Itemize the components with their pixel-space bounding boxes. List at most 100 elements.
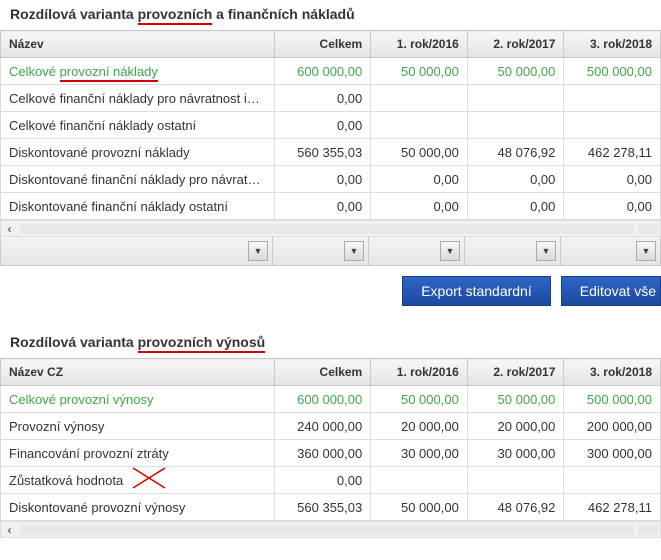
row-name-cell: Zůstatková hodnota <box>1 467 275 494</box>
scroll-track[interactable] <box>638 224 658 234</box>
value-cell <box>467 85 564 112</box>
filter-dropdown[interactable]: ▼ <box>536 241 556 261</box>
filter-dropdown[interactable]: ▼ <box>248 241 268 261</box>
col-header[interactable]: Celkem <box>274 359 371 386</box>
value-cell: 0,00 <box>371 193 468 220</box>
row-name-cell: Diskontované provozní výnosy <box>1 494 275 521</box>
export-button[interactable]: Export standardní <box>402 276 551 306</box>
table-row[interactable]: Diskontované finanční náklady pro návrat… <box>1 166 661 193</box>
value-cell: 0,00 <box>371 166 468 193</box>
col-header[interactable]: 1. rok/2016 <box>371 359 468 386</box>
value-cell: 462 278,11 <box>564 494 661 521</box>
col-header[interactable]: Název CZ <box>1 359 275 386</box>
table-row[interactable]: Celkové finanční náklady ostatní0,00 <box>1 112 661 139</box>
value-cell: 50 000,00 <box>371 494 468 521</box>
title-part: a finančních nákladů <box>212 6 354 22</box>
horizontal-scrollbar[interactable]: ‹ <box>0 220 661 237</box>
table-row[interactable]: Provozní výnosy240 000,0020 000,0020 000… <box>1 413 661 440</box>
filter-cell: ▼ <box>1 237 273 265</box>
value-cell <box>371 112 468 139</box>
value-cell: 0,00 <box>564 193 661 220</box>
value-cell: 30 000,00 <box>371 440 468 467</box>
row-name-cell: Celkové provozní náklady <box>1 58 275 85</box>
button-row: Export standardní Editovat vše <box>0 266 661 310</box>
row-name-cell: Diskontované provozní náklady <box>1 139 275 166</box>
value-cell: 20 000,00 <box>467 413 564 440</box>
value-cell <box>564 112 661 139</box>
costs-table: Název Celkem 1. rok/2016 2. rok/2017 3. … <box>0 30 661 220</box>
table-row[interactable]: Celkové provozní náklady600 000,0050 000… <box>1 58 661 85</box>
value-cell: 240 000,00 <box>274 413 371 440</box>
table-header-row: Název CZ Celkem 1. rok/2016 2. rok/2017 … <box>1 359 661 386</box>
value-cell <box>371 85 468 112</box>
row-name-cell: Diskontované finanční náklady pro návrat… <box>1 166 275 193</box>
value-cell: 0,00 <box>467 166 564 193</box>
value-cell: 30 000,00 <box>467 440 564 467</box>
row-name-cell: Celkové finanční náklady pro návratnost … <box>1 85 275 112</box>
x-annotation-icon <box>131 467 171 493</box>
value-cell: 48 076,92 <box>467 139 564 166</box>
row-name-cell: Celkové provozní výnosy <box>1 386 275 413</box>
value-cell: 50 000,00 <box>371 58 468 85</box>
value-cell: 50 000,00 <box>467 58 564 85</box>
value-cell: 0,00 <box>274 193 371 220</box>
value-cell: 600 000,00 <box>274 386 371 413</box>
row-name-cell: Provozní výnosy <box>1 413 275 440</box>
value-cell: 200 000,00 <box>564 413 661 440</box>
revenues-table: Název CZ Celkem 1. rok/2016 2. rok/2017 … <box>0 358 661 521</box>
table-row[interactable]: Financování provozní ztráty360 000,0030 … <box>1 440 661 467</box>
table-row[interactable]: Diskontované finanční náklady ostatní0,0… <box>1 193 661 220</box>
row-name-cell: Celkové finanční náklady ostatní <box>1 112 275 139</box>
col-header[interactable]: 3. rok/2018 <box>564 31 661 58</box>
value-cell: 0,00 <box>274 166 371 193</box>
filter-dropdown[interactable]: ▼ <box>344 241 364 261</box>
value-cell: 560 355,03 <box>274 494 371 521</box>
col-header[interactable]: Celkem <box>274 31 371 58</box>
edit-all-button[interactable]: Editovat vše <box>561 276 661 306</box>
col-header[interactable]: 2. rok/2017 <box>467 31 564 58</box>
row-name-cell: Financování provozní ztráty <box>1 440 275 467</box>
filter-dropdown[interactable]: ▼ <box>636 241 656 261</box>
scroll-track[interactable] <box>20 525 634 535</box>
value-cell: 50 000,00 <box>467 386 564 413</box>
value-cell <box>564 85 661 112</box>
value-cell: 20 000,00 <box>371 413 468 440</box>
horizontal-scrollbar[interactable]: ‹ <box>0 521 661 538</box>
col-header[interactable]: 3. rok/2018 <box>564 359 661 386</box>
table-row[interactable]: Zůstatková hodnota0,00 <box>1 467 661 494</box>
filter-dropdown[interactable]: ▼ <box>440 241 460 261</box>
filter-cell: ▼ <box>561 237 660 265</box>
table-row[interactable]: Diskontované provozní výnosy560 355,0350… <box>1 494 661 521</box>
value-cell: 0,00 <box>274 85 371 112</box>
value-cell: 500 000,00 <box>564 386 661 413</box>
title-part: Rozdílová varianta <box>10 6 138 22</box>
filter-row: ▼ ▼ ▼ ▼ ▼ <box>0 237 661 266</box>
value-cell: 600 000,00 <box>274 58 371 85</box>
col-header[interactable]: 2. rok/2017 <box>467 359 564 386</box>
value-cell <box>467 112 564 139</box>
filter-cell: ▼ <box>273 237 369 265</box>
value-cell <box>371 467 468 494</box>
title-part: Rozdílová varianta <box>10 334 138 350</box>
scroll-track[interactable] <box>20 224 634 234</box>
table-row[interactable]: Celkové provozní výnosy600 000,0050 000,… <box>1 386 661 413</box>
value-cell: 500 000,00 <box>564 58 661 85</box>
scroll-left-icon[interactable]: ‹ <box>1 522 18 537</box>
scroll-left-icon[interactable]: ‹ <box>1 221 18 236</box>
value-cell <box>467 467 564 494</box>
value-cell: 300 000,00 <box>564 440 661 467</box>
scroll-track[interactable] <box>638 525 658 535</box>
table-header-row: Název Celkem 1. rok/2016 2. rok/2017 3. … <box>1 31 661 58</box>
table-row[interactable]: Diskontované provozní náklady560 355,035… <box>1 139 661 166</box>
value-cell <box>564 467 661 494</box>
value-cell: 50 000,00 <box>371 386 468 413</box>
costs-section-title: Rozdílová varianta provozních a finanční… <box>0 0 661 30</box>
table-row[interactable]: Celkové finanční náklady pro návratnost … <box>1 85 661 112</box>
costs-section: Rozdílová varianta provozních a finanční… <box>0 0 661 310</box>
filter-cell: ▼ <box>369 237 465 265</box>
value-cell: 462 278,11 <box>564 139 661 166</box>
col-header[interactable]: Název <box>1 31 275 58</box>
row-name-cell: Diskontované finanční náklady ostatní <box>1 193 275 220</box>
col-header[interactable]: 1. rok/2016 <box>371 31 468 58</box>
value-cell: 0,00 <box>274 467 371 494</box>
